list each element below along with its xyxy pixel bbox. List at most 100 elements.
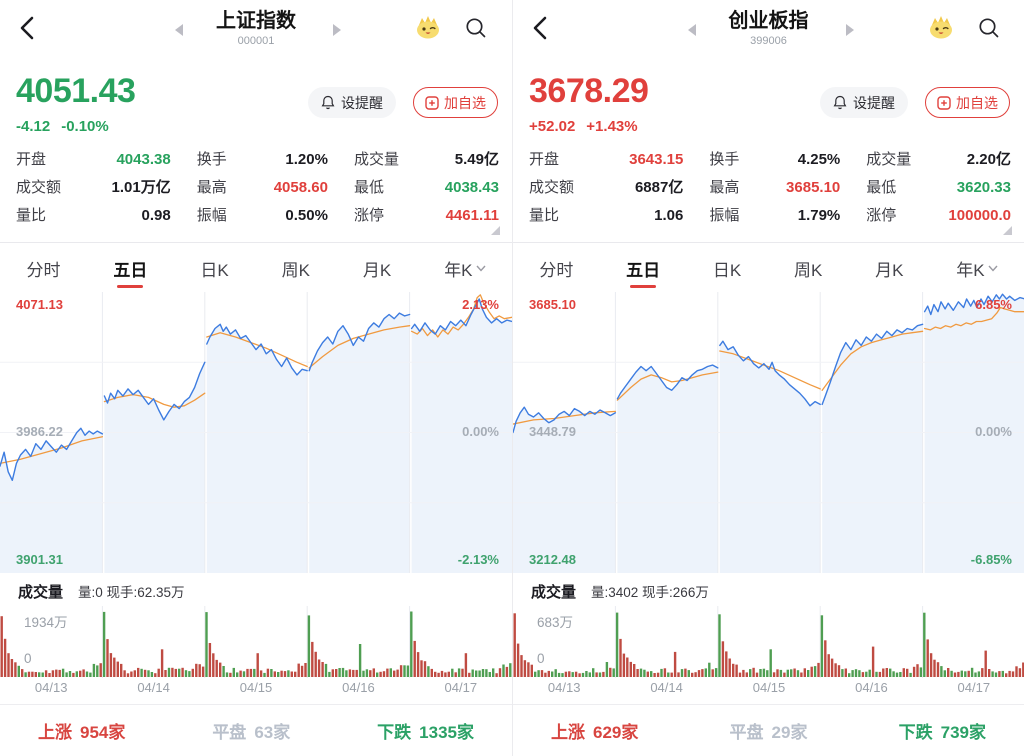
axis-mid-value: 3986.22: [16, 424, 63, 439]
prev-stock-arrow-icon[interactable]: [688, 24, 696, 36]
stats-grid: 开盘 3643.15 换手 4.25% 成交量 2.20亿 成交额 6887亿 最高 36…: [529, 150, 1011, 225]
set-alert-button[interactable]: 设提醒: [820, 87, 908, 118]
plus-box-icon: [937, 95, 951, 110]
date-label: 04/13: [34, 680, 68, 695]
volume-info: 量:3402 现手:266万: [591, 585, 709, 600]
volume-bars-svg: [513, 606, 1024, 678]
axis-low-percent: -2.13%: [457, 552, 499, 567]
next-stock-arrow-icon[interactable]: [333, 24, 341, 36]
price-line-svg: [0, 292, 512, 573]
decliners-count: 下跌 739家: [898, 723, 986, 742]
stat-turnover-rate: 换手 1.20%: [196, 151, 328, 168]
back-chevron-icon: [533, 16, 547, 40]
tab-weekly-k[interactable]: 周K: [281, 260, 310, 280]
tab-yearly-k[interactable]: 年K: [442, 243, 487, 293]
add-watchlist-button[interactable]: 加自选: [413, 87, 498, 118]
stat-volume: 成交量 5.49亿: [353, 151, 499, 168]
axis-low-value: 3212.48: [529, 552, 576, 567]
date-label: 04/17: [444, 680, 478, 695]
plus-box-icon: [425, 95, 439, 110]
date-label: 04/17: [957, 680, 991, 695]
next-stock-arrow-icon[interactable]: [846, 24, 854, 36]
period-tabs: 分时 五日 日K 周K 月K 年K: [513, 242, 1024, 293]
stats-grid: 开盘 4043.38 换手 1.20% 成交量 5.49亿 成交额 1.01万亿 最高 4…: [16, 150, 499, 225]
volume-title: 成交量: [18, 584, 64, 601]
expand-stats-handle[interactable]: [1003, 226, 1012, 235]
date-label: 04/14: [650, 680, 683, 695]
back-button[interactable]: [16, 14, 42, 44]
stat-turnover-amount: 成交额 1.01万亿: [16, 179, 171, 196]
stock-code: 000001: [237, 35, 275, 47]
price-line-svg: [513, 292, 1024, 573]
unchanged-count: 平盘 63家: [212, 723, 291, 742]
five-day-price-chart[interactable]: 4071.13 2.13% 3986.22 0.00% 3901.31 -2.1…: [0, 292, 512, 573]
volume-title: 成交量: [531, 584, 577, 601]
axis-high-value: 4071.13: [16, 297, 63, 312]
stat-limit-up: 涨停 100000.0: [866, 207, 1011, 224]
tab-five-day[interactable]: 五日: [624, 243, 662, 293]
stat-volume-ratio: 量比 0.98: [16, 207, 171, 224]
tab-daily-k[interactable]: 日K: [712, 260, 742, 280]
add-watchlist-button[interactable]: 加自选: [925, 87, 1010, 118]
five-day-price-chart[interactable]: 3685.10 6.85% 3448.79 0.00% 3212.48 -6.8…: [513, 292, 1024, 573]
volume-axis-max: 683万: [537, 615, 574, 630]
volume-chart[interactable]: [0, 606, 512, 678]
search-icon[interactable]: [464, 16, 488, 40]
volume-axis-max: 1934万: [24, 615, 68, 630]
mascot-icon[interactable]: [927, 13, 955, 41]
price-change-percent: -0.10%: [61, 118, 109, 135]
volume-chart[interactable]: [513, 606, 1024, 678]
tab-five-day[interactable]: 五日: [111, 243, 149, 293]
tab-monthly-k[interactable]: 月K: [875, 260, 904, 280]
tab-minute[interactable]: 分时: [26, 260, 61, 280]
prev-stock-arrow-icon[interactable]: [175, 24, 183, 36]
volume-axis-zero: 0: [24, 651, 32, 666]
unchanged-count: 平盘 29家: [729, 723, 808, 742]
price-change: -4.12: [16, 118, 51, 135]
decliners-count: 下跌 1335家: [377, 723, 474, 742]
stat-volume-ratio: 量比 1.06: [529, 207, 684, 224]
bell-icon: [321, 95, 335, 110]
chevron-down-icon: [988, 265, 998, 272]
date-label: 04/16: [855, 680, 888, 695]
bell-icon: [833, 95, 847, 110]
mascot-icon[interactable]: [414, 13, 442, 41]
tab-yearly-k[interactable]: 年K: [954, 243, 999, 293]
stat-open: 开盘 3643.15: [529, 151, 684, 168]
tab-monthly-k[interactable]: 月K: [362, 260, 392, 280]
stat-low: 最低 3620.33: [866, 179, 1011, 196]
tab-weekly-k[interactable]: 周K: [794, 260, 823, 280]
price-change-percent: +1.43%: [586, 118, 638, 135]
axis-high-value: 3685.10: [529, 297, 576, 312]
tab-minute[interactable]: 分时: [539, 260, 574, 280]
back-button[interactable]: [529, 14, 555, 44]
stock-code: 399006: [750, 35, 787, 47]
expand-stats-handle[interactable]: [491, 226, 500, 235]
index-price: 3678.29: [529, 72, 649, 110]
page-title: 上证指数: [216, 10, 296, 32]
market-breadth-bar: 上涨 954家 平盘 63家 下跌 1335家: [0, 704, 512, 756]
search-icon[interactable]: [977, 16, 1001, 40]
period-tabs: 分时 五日 日K 周K 月K 年K: [0, 242, 512, 293]
volume-header: 成交量 量:0 现手:62.35万: [18, 581, 185, 602]
axis-mid-percent: 0.00%: [462, 424, 499, 439]
stat-turnover-rate: 换手 4.25%: [709, 151, 841, 168]
axis-high-percent: 6.85%: [975, 297, 1012, 312]
header-title-block: 创业板指 399006: [513, 9, 1024, 47]
set-alert-label: 设提醒: [341, 94, 383, 111]
chevron-down-icon: [476, 265, 486, 272]
date-axis: 04/13 04/14 04/15 04/16 04/17: [0, 680, 512, 695]
stat-high: 最高 3685.10: [709, 179, 841, 196]
add-watchlist-label: 加自选: [444, 94, 486, 111]
axis-low-percent: -6.85%: [970, 552, 1012, 567]
price-change: +52.02: [529, 118, 576, 135]
panel-chinext-index: 创业板指 399006 3678.29 +52.02 +1.43% 设提醒 加自…: [512, 0, 1024, 756]
date-label: 04/14: [137, 680, 170, 695]
set-alert-button[interactable]: 设提醒: [308, 87, 396, 118]
tab-daily-k[interactable]: 日K: [200, 260, 229, 280]
stat-volume: 成交量 2.20亿: [866, 151, 1011, 168]
add-watchlist-label: 加自选: [956, 94, 998, 111]
stat-amplitude: 振幅 0.50%: [196, 207, 328, 224]
axis-low-value: 3901.31: [16, 552, 63, 567]
volume-axis-zero: 0: [537, 651, 545, 666]
